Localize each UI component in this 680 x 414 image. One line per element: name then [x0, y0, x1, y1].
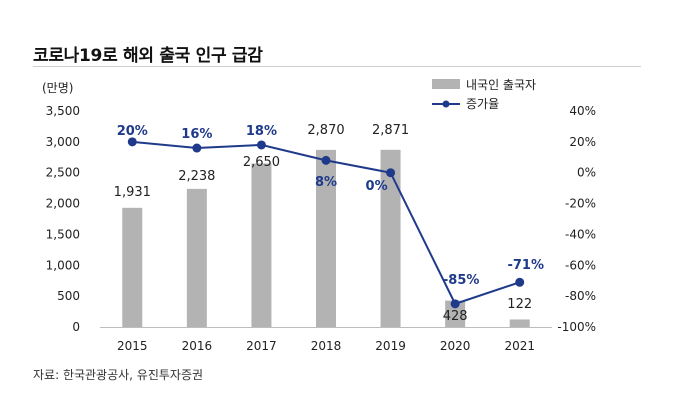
growth-value-label: 0% [366, 179, 388, 194]
legend-line-label: 증가율 [466, 97, 499, 111]
right-axis-tick-label: -40% [565, 227, 596, 241]
growth-point [450, 299, 460, 309]
left-axis-tick-label: 3,000 [46, 135, 80, 149]
bar [122, 207, 143, 327]
growth-point [256, 140, 266, 150]
x-axis-tick-label: 2020 [440, 339, 471, 353]
left-axis-tick-label: 1,000 [46, 258, 80, 272]
x-axis-tick-label: 2017 [246, 339, 277, 353]
growth-point [515, 277, 525, 287]
axis-layer: (만명) 0 500 1,000 1,500 2,000 2,500 3,000 3,500 -1… [42, 81, 596, 353]
x-axis-tick-label: 2021 [504, 339, 535, 353]
chart-title: 코로나19로 해외 출국 인구 급감 [33, 46, 263, 66]
bar [380, 149, 401, 327]
left-axis-tick-label: 1,500 [46, 227, 80, 241]
x-axis-tick-label: 2019 [375, 339, 406, 353]
left-axis-tick-label: 2,000 [46, 197, 80, 211]
right-axis-tick-label: -60% [565, 258, 596, 272]
right-axis-tick-label: 0% [577, 166, 596, 180]
legend-bar-swatch [432, 79, 460, 89]
right-axis-tick-label: -80% [565, 289, 596, 303]
left-axis-unit-label: (만명) [42, 81, 73, 95]
bar-value-label: 2,650 [243, 155, 280, 170]
growth-point [192, 143, 202, 153]
data-label-layer: 1,931 2,238 2,650 2,870 2,871 428 122 20% 16% 18%… [114, 123, 544, 324]
bar-value-label: 2,238 [178, 169, 215, 184]
bar [316, 149, 336, 327]
x-axis-tick-label: 2015 [117, 339, 148, 353]
title-divider [33, 66, 641, 67]
left-axis-tick-label: 3,500 [46, 104, 80, 118]
bar [251, 163, 272, 327]
bar-value-label: 1,931 [114, 185, 151, 200]
bar [186, 188, 207, 327]
right-axis-tick-label: -100% [557, 320, 596, 334]
growth-point [321, 155, 331, 165]
x-axis-tick-label: 2018 [311, 339, 342, 353]
growth-point [127, 137, 137, 147]
line-series-layer [127, 137, 525, 309]
growth-point [386, 168, 396, 178]
bar [445, 300, 466, 327]
left-axis-tick-label: 2,500 [46, 166, 80, 180]
legend-line-marker [442, 100, 450, 108]
right-axis-tick-label: 20% [569, 135, 596, 149]
bar [509, 319, 530, 327]
growth-value-label: 16% [181, 127, 212, 142]
growth-value-label: 18% [246, 124, 277, 139]
bar-value-label: 428 [443, 309, 468, 324]
left-axis-tick-label: 500 [57, 289, 80, 303]
growth-value-label: -85% [443, 273, 480, 288]
bar-series-layer [122, 149, 530, 327]
growth-value-label: 20% [117, 124, 148, 139]
growth-value-label: -71% [507, 258, 544, 273]
growth-value-label: 8% [315, 175, 337, 190]
right-axis-tick-label: 40% [569, 104, 596, 118]
right-axis-tick-label: -20% [565, 197, 596, 211]
x-axis-tick-label: 2016 [182, 339, 213, 353]
legend-bar-label: 내국인 출국자 [466, 78, 536, 92]
bar-value-label: 122 [507, 297, 532, 312]
bar-value-label: 2,871 [372, 123, 409, 138]
left-axis-tick-label: 0 [72, 320, 80, 334]
bar-value-label: 2,870 [307, 123, 344, 138]
source-note: 자료: 한국관광공사, 유진투자증권 [33, 368, 204, 382]
